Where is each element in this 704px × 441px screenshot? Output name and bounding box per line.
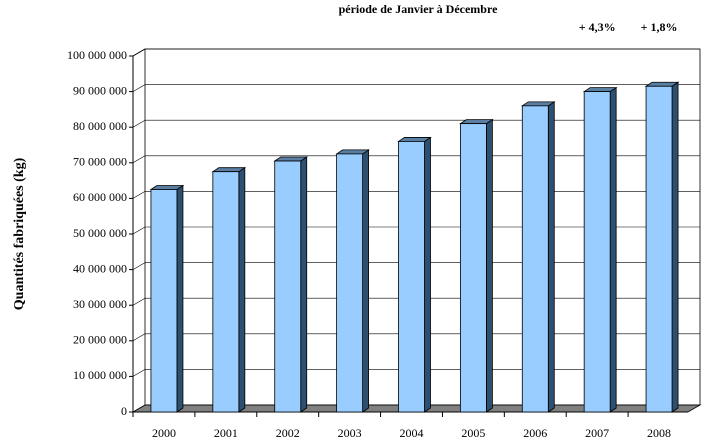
- bar-front: [150, 189, 178, 413]
- y-tick-label: 80 000 000: [73, 119, 127, 133]
- y-tick-label: 70 000 000: [73, 155, 127, 169]
- grid-line: [132, 226, 146, 235]
- x-tick-label: 2002: [276, 426, 300, 440]
- bar-side: [300, 156, 308, 413]
- y-tick-label: 60 000 000: [73, 190, 127, 204]
- bar-front: [521, 105, 549, 413]
- grid-line: [132, 297, 146, 306]
- grid-line: [132, 262, 146, 270]
- bar-top: [397, 137, 432, 142]
- y-tick-label: 50 000 000: [73, 226, 127, 240]
- y-tick-label: 90 000 000: [73, 83, 127, 97]
- x-tick-label: 2004: [400, 426, 424, 440]
- bar: [459, 118, 494, 413]
- bar-side: [424, 136, 431, 413]
- bar: [644, 81, 680, 413]
- bar: [149, 184, 185, 413]
- bar-top: [520, 101, 556, 107]
- y-tick-label: 0: [121, 404, 127, 418]
- bar-top: [644, 81, 680, 87]
- bar-front: [274, 160, 302, 413]
- bar-side: [547, 101, 555, 413]
- bar: [397, 136, 432, 413]
- grid-line: [132, 119, 146, 128]
- bar: [273, 156, 309, 413]
- bar-top: [582, 87, 618, 92]
- bar-top: [335, 149, 370, 155]
- bar-front: [645, 85, 673, 413]
- annotation: + 4,3%: [579, 20, 616, 34]
- x-tick-label: 2005: [461, 426, 485, 440]
- x-tick-label: 2003: [338, 426, 362, 440]
- x-tick-label: 2007: [585, 426, 609, 440]
- chart-title: période de Janvier à Décembre: [339, 2, 499, 16]
- bar-side: [609, 86, 617, 413]
- grid-line: [132, 404, 146, 413]
- bar-top: [273, 156, 309, 162]
- bar-front: [212, 171, 240, 413]
- bar-front: [583, 91, 611, 413]
- grid-line: [132, 84, 146, 92]
- bar-side: [176, 184, 184, 413]
- y-tick-label: 30 000 000: [73, 297, 127, 311]
- x-tick-label: 2000: [152, 426, 176, 440]
- bar: [211, 166, 247, 413]
- bar-top: [459, 119, 494, 125]
- y-tick-label: 10 000 000: [73, 368, 127, 382]
- x-tick-label: 2006: [523, 426, 547, 440]
- bar-front: [459, 123, 487, 413]
- bar-top: [149, 185, 185, 190]
- bar-front: [336, 153, 364, 413]
- bar-top: [211, 167, 247, 173]
- bar-side: [362, 149, 370, 413]
- bar-front: [398, 141, 425, 413]
- bar: [335, 149, 370, 413]
- annotation: + 1,8%: [641, 20, 678, 34]
- grid-line: [132, 369, 146, 377]
- bar: [582, 86, 618, 413]
- x-tick-label: 2008: [647, 426, 671, 440]
- y-tick-label: 100 000 000: [67, 48, 127, 62]
- bar-side: [485, 118, 493, 413]
- grid-line: [132, 191, 146, 199]
- y-tick-label: 40 000 000: [73, 261, 127, 275]
- grid-line: [132, 48, 146, 57]
- y-axis-label: Quantités fabriquées (kg): [12, 157, 27, 310]
- y-tick-label: 20 000 000: [73, 333, 127, 347]
- bar: [520, 101, 556, 413]
- bar-side: [238, 166, 246, 413]
- bar-side: [671, 81, 679, 413]
- x-tick-label: 2001: [214, 426, 238, 440]
- grid-line: [132, 333, 146, 342]
- grid-line: [132, 155, 146, 164]
